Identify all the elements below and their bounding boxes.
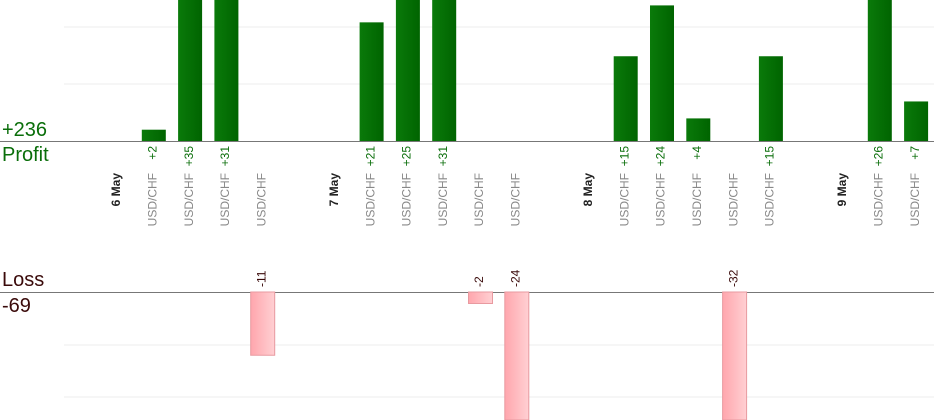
value-label: +31	[436, 146, 450, 167]
pair-label: USD/CHF	[763, 173, 777, 226]
profit-bar	[904, 101, 929, 141]
pair-label: USD/CHF	[617, 173, 631, 226]
pair-label: USD/CHF	[436, 173, 450, 226]
profit-bar	[686, 118, 711, 141]
value-label: -32	[726, 269, 740, 287]
pair-label: USD/CHF	[363, 173, 377, 226]
date-label: 8 May	[581, 173, 595, 207]
value-label: +2	[145, 146, 159, 160]
value-label: +24	[654, 146, 668, 167]
pair-label: USD/CHF	[182, 173, 196, 226]
value-label: -2	[472, 276, 486, 287]
profit-bar	[758, 56, 783, 141]
loss-bar	[250, 291, 276, 356]
loss-bar	[468, 291, 493, 304]
grid-lines	[64, 26, 934, 398]
pair-label: USD/CHF	[145, 173, 159, 226]
value-label: +7	[908, 146, 922, 160]
value-label: +21	[363, 146, 377, 167]
pair-label: USD/CHF	[726, 173, 740, 226]
pair-label: USD/CHF	[218, 173, 232, 226]
value-label: +25	[400, 146, 414, 167]
value-label: +31	[218, 146, 232, 167]
labels: 6 May USD/CHF +2 USD/CHF +35 USD/CHF +31 USD/CH…	[109, 146, 922, 287]
pair-label: USD/CHF	[472, 173, 486, 226]
pair-label: USD/CHF	[254, 173, 268, 226]
loss-total: -69	[2, 295, 31, 317]
loss-label: Loss	[2, 269, 45, 291]
profit-bar	[395, 0, 420, 141]
pair-label: USD/CHF	[508, 173, 522, 226]
date-label: 7 May	[327, 173, 341, 207]
axes	[0, 141, 934, 293]
loss-bar	[722, 291, 748, 420]
pair-label: USD/CHF	[654, 173, 668, 226]
profit-bar	[359, 22, 384, 142]
profit-bar	[141, 129, 166, 141]
profit-bar	[432, 0, 457, 141]
pair-label: USD/CHF	[400, 173, 414, 226]
profit-bar	[867, 0, 892, 141]
profit-total: +236	[2, 119, 48, 141]
value-label: +15	[617, 146, 631, 167]
profit-bar	[613, 56, 638, 141]
profit-bar	[650, 5, 674, 142]
date-label: 9 May	[835, 173, 849, 207]
loss-bar	[504, 291, 530, 420]
bars	[141, 0, 929, 420]
value-label: +4	[690, 146, 704, 160]
value-label: -24	[508, 269, 522, 287]
value-label: +15	[763, 146, 777, 167]
date-label: 6 May	[109, 173, 123, 207]
value-label: -11	[254, 270, 268, 287]
profit-bar	[214, 0, 239, 141]
value-label: +35	[182, 146, 196, 167]
value-label: +26	[871, 146, 885, 167]
profit-label: Profit	[2, 144, 49, 166]
pair-label: USD/CHF	[871, 173, 885, 226]
profit-bar	[178, 0, 203, 141]
pair-label: USD/CHF	[690, 173, 704, 226]
pair-label: USD/CHF	[908, 173, 922, 226]
